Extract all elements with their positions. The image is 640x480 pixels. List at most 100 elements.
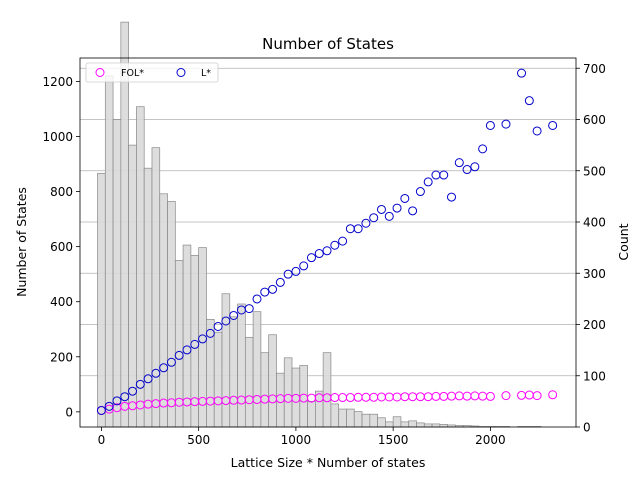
histogram-bar — [151, 147, 161, 428]
histogram-bar — [143, 167, 153, 428]
histogram-bar — [423, 423, 433, 428]
legend-label-fol: FOL* — [121, 68, 144, 79]
l-point — [96, 405, 106, 415]
y2-tick-label: 500 — [583, 164, 606, 178]
y-axis-left: 0 200 400 600 800 1000 1200 — [42, 75, 80, 419]
l-point — [392, 203, 402, 213]
l-point — [462, 165, 472, 175]
histogram-bar — [213, 331, 223, 428]
legend-marker-fol — [95, 68, 105, 77]
l-point — [353, 224, 363, 234]
histogram-bar — [112, 119, 122, 428]
x-tick-label: 1000 — [281, 433, 312, 447]
y-axis-title: Number of States — [14, 187, 29, 297]
x-axis-title: Lattice Size * Number of states — [231, 455, 426, 470]
histogram-bar — [322, 352, 332, 428]
y-tick-label: 800 — [50, 185, 73, 199]
fol-point — [548, 390, 558, 400]
histogram-bar — [229, 316, 238, 428]
x-tick-label: 2000 — [475, 433, 506, 447]
histogram-bar — [315, 390, 324, 428]
histogram-bar — [198, 247, 207, 428]
histogram-bar — [268, 334, 277, 428]
histogram-bar — [159, 193, 168, 428]
l-point — [252, 294, 262, 304]
chart-title: Number of States — [262, 35, 394, 53]
plot-frame — [79, 57, 577, 428]
histogram-bar — [346, 408, 355, 428]
histogram-bar — [338, 408, 347, 428]
histogram-bar — [206, 319, 215, 428]
l-point — [415, 187, 425, 197]
l-point — [330, 240, 340, 250]
l-point — [135, 379, 145, 389]
fol-point — [501, 391, 511, 401]
l-point — [338, 236, 348, 246]
l-point — [291, 266, 301, 276]
y-tick-label: 0 — [65, 405, 73, 419]
histogram-bar — [174, 260, 184, 428]
legend-box — [85, 62, 219, 83]
l-point — [174, 350, 184, 360]
histogram-bar — [416, 422, 425, 428]
l-point — [470, 162, 480, 172]
histogram-bar — [369, 413, 378, 428]
l-point — [454, 158, 464, 168]
histogram-bar — [136, 106, 145, 428]
l-point — [190, 339, 200, 349]
l-point — [128, 386, 138, 396]
legend-label-l: L* — [201, 68, 211, 79]
l-point — [268, 284, 278, 294]
histogram-bar — [221, 293, 231, 428]
l-point — [166, 357, 176, 367]
y2-tick-label: 200 — [583, 318, 606, 332]
histogram-bar — [361, 413, 371, 428]
l-point — [478, 144, 488, 154]
histogram-layer — [97, 21, 542, 428]
l-point — [104, 401, 114, 411]
l-point — [275, 277, 285, 287]
l-point — [517, 68, 527, 78]
histogram-bar — [167, 201, 176, 428]
y-axis-right: 0 100 200 300 400 500 600 700 — [576, 62, 606, 435]
l-point — [221, 316, 231, 326]
y2-axis-title: Count — [616, 223, 631, 260]
l-point — [532, 126, 542, 136]
histogram-bar — [400, 421, 410, 428]
histogram-bar — [120, 21, 129, 428]
l-point — [151, 368, 161, 378]
histogram-bar — [307, 401, 316, 428]
l-point — [306, 253, 316, 263]
l-point — [120, 392, 130, 402]
l-point — [485, 120, 495, 130]
histogram-bar — [291, 367, 301, 428]
l-point — [439, 170, 449, 180]
l-point — [376, 204, 386, 214]
l-point — [501, 119, 511, 129]
fol-point — [485, 391, 495, 401]
l-point — [159, 363, 169, 373]
l-point — [322, 246, 332, 256]
x-tick-label: 0 — [98, 433, 106, 447]
l-point — [205, 328, 215, 338]
histogram-bar — [385, 421, 394, 428]
l-point — [299, 261, 309, 271]
l-point — [143, 374, 153, 384]
histogram-bar — [377, 417, 386, 428]
histogram-bar — [330, 403, 340, 428]
l-point — [447, 192, 457, 202]
y-tick-label: 400 — [50, 295, 73, 309]
histogram-bar — [408, 420, 417, 428]
y-tick-label: 200 — [50, 350, 73, 364]
histogram-bar — [260, 352, 270, 428]
y-tick-label: 1000 — [42, 130, 73, 144]
l-point — [524, 96, 534, 106]
l-point — [283, 269, 293, 279]
histogram-bar — [104, 75, 114, 428]
l-point — [408, 206, 418, 216]
y2-tick-label: 0 — [583, 421, 591, 435]
l-point — [423, 177, 433, 187]
histogram-bar — [244, 336, 254, 428]
l-point — [213, 321, 223, 331]
